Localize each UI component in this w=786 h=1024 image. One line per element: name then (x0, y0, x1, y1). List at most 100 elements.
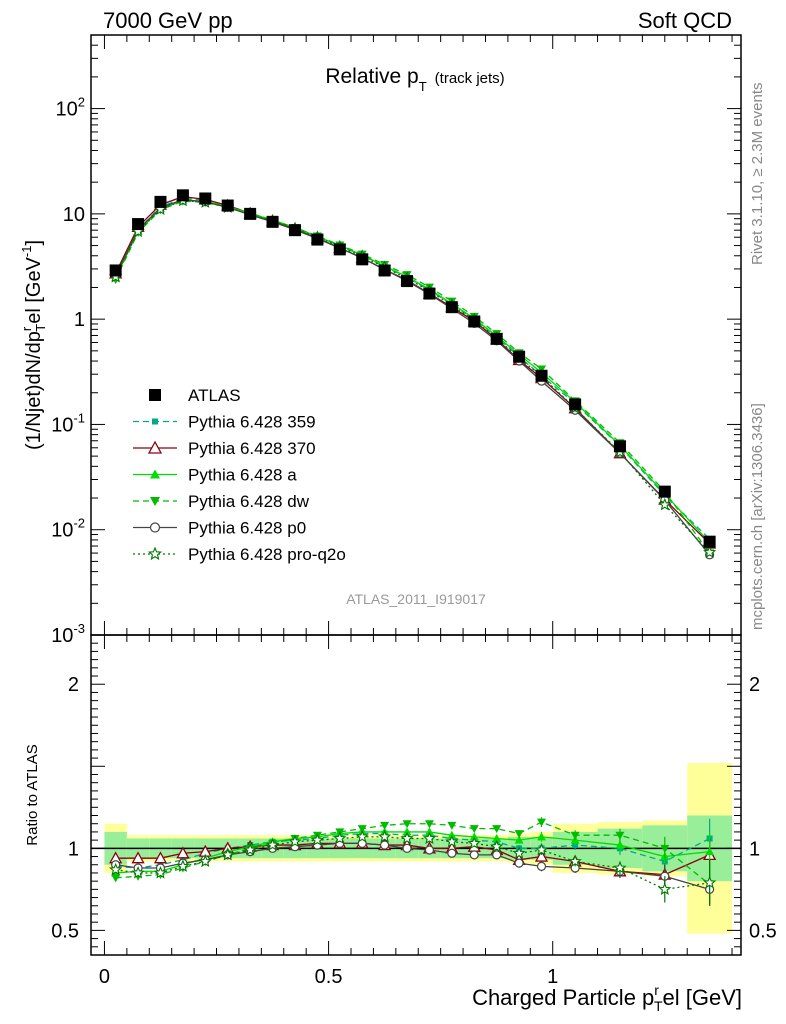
marker-triangle-down (570, 831, 580, 840)
plot-title: Relative pT (track jets) (325, 65, 504, 94)
marker-triangle-down (469, 825, 479, 834)
atlas-point (154, 195, 167, 208)
plot-title-main: Relative p (325, 65, 418, 88)
marker-triangle-down (357, 825, 367, 834)
marker-star-open (534, 843, 549, 856)
marker-star-open (568, 854, 582, 868)
y-label-sup: r (19, 326, 34, 331)
atlas-point (703, 535, 716, 548)
main-marks (109, 189, 717, 560)
main-y-label: (1/Njet)dN/dprTel [GeV-1] (19, 240, 48, 450)
atlas-data (109, 189, 716, 548)
marker-triangle-full (424, 827, 434, 836)
marker-triangle-full (447, 830, 457, 839)
marker-star-open (147, 546, 163, 561)
atlas-point (569, 398, 582, 411)
atlas-point (356, 253, 369, 266)
marker-triangle-open (153, 851, 168, 864)
legend-label: Pythia 6.428 370 (188, 439, 316, 458)
y-label-close: ] (23, 240, 45, 246)
atlas-point (221, 199, 234, 212)
marker-star-open (658, 882, 672, 895)
marker-circle-open (447, 848, 457, 858)
y-tick-exp: -2 (73, 516, 85, 531)
marker-triangle-full (615, 840, 625, 849)
ratio-panel: 0.5 0.51 12 2 0 0.5 1 Ratio to ATLAS Charged … (24, 634, 777, 1014)
marker-star-open (703, 875, 717, 889)
legend-label: Pythia 6.428 a (188, 466, 297, 485)
y-tick-base: 10 (56, 99, 78, 121)
marker-triangle-open (147, 440, 163, 454)
marker-star-open (613, 861, 627, 874)
x-label-sup: r (654, 982, 659, 998)
marker-triangle-full (514, 835, 524, 844)
marker-triangle-full (402, 827, 412, 836)
marker-star-open (658, 497, 672, 511)
marker-triangle-down (537, 818, 547, 827)
marker-triangle-down (424, 820, 434, 829)
legend-label: ATLAS (188, 386, 241, 405)
atlas-point (535, 369, 548, 382)
x-tick-label: 1 (547, 966, 558, 988)
x-label-tail: el [GeV] (663, 985, 742, 1010)
atlas-point (513, 350, 526, 363)
atlas-point (445, 301, 458, 314)
legend-label: Pythia 6.428 359 (188, 413, 316, 432)
y-tick-label: 1 (74, 309, 85, 331)
series-ratio-line (115, 832, 710, 869)
marker-circle-open (149, 522, 161, 533)
marker-circle-open (514, 858, 524, 868)
marker-star-open (355, 829, 369, 843)
y-tick-base: 10 (51, 520, 73, 542)
marker-star-open (310, 833, 324, 846)
marker-star-open (333, 831, 347, 845)
x-label-main: Charged Particle p (472, 985, 654, 1010)
series-line (115, 197, 711, 540)
marker-star-open (703, 545, 717, 559)
marker-star-open (243, 843, 257, 856)
y-tick-label: 10-3 (51, 621, 85, 647)
mcplots-label: mcplots.cern.ch [arXiv:1306.3436] (749, 403, 766, 630)
marker-triangle-open (534, 849, 549, 862)
marker-triangle-full (537, 832, 547, 841)
marker-triangle-full (705, 847, 715, 856)
y-label-sub: T (33, 324, 48, 332)
marker-circle-open (492, 850, 502, 860)
series-ratio-line (115, 821, 711, 885)
marker-star-open (109, 862, 123, 876)
marker-triangle-open (131, 851, 145, 864)
atlas-point (244, 207, 257, 220)
atlas-point (378, 264, 391, 277)
ratio-tick-label-right: 0.5 (749, 920, 777, 942)
marker-triangle-down (514, 830, 524, 839)
ratio-marks (109, 817, 717, 906)
marker-triangle-down (660, 844, 670, 853)
ratio-tick-label-left: 1 (68, 838, 79, 860)
ratio-y-ticks: 0.5 0.5 1 1 2 2 (51, 642, 777, 948)
marker-triangle-open (176, 846, 190, 859)
ratio-tick-label-left: 0.5 (51, 920, 79, 942)
ratio-y-label: Ratio to ATLAS (24, 744, 41, 845)
marker-star-open (265, 838, 280, 851)
header-left: 7000 GeV pp (103, 8, 233, 33)
marker-star-open (400, 831, 414, 845)
y-tick-exp: -3 (73, 621, 85, 636)
y-tick-label: 10-1 (51, 410, 85, 436)
y-tick-label: 10 (63, 204, 85, 226)
header-right: Soft QCD (638, 8, 732, 33)
legend-label: Pythia 6.428 dw (188, 492, 310, 511)
marker-star-open (512, 846, 526, 859)
series-ratio (109, 829, 717, 906)
x-tick-label: 0 (99, 966, 110, 988)
main-x-ticks (103, 35, 733, 635)
marker-star-open (288, 834, 302, 848)
atlas-point (266, 215, 279, 228)
series-ratio-line (115, 836, 710, 891)
y-tick-base: 10 (51, 414, 73, 436)
marker-triangle-down (492, 825, 502, 834)
marker-circle-open (402, 843, 412, 853)
atlas-point (401, 275, 414, 288)
x-axis-label: Charged Particle pr Tel [GeV] (472, 982, 742, 1014)
